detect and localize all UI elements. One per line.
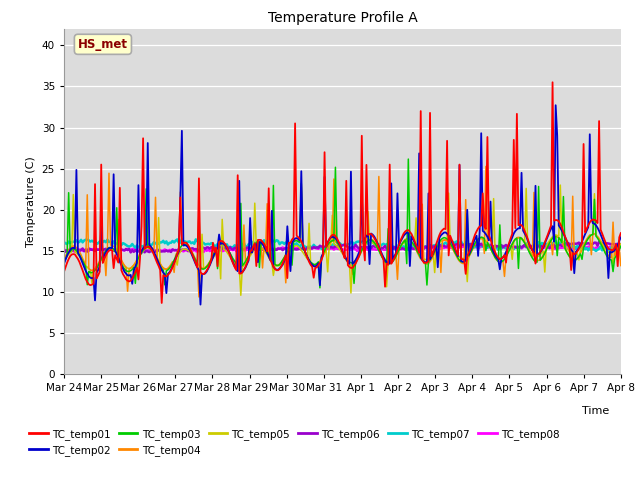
TC_temp06: [305, 244, 313, 250]
TC_temp08: [129, 246, 136, 252]
TC_temp06: [255, 247, 263, 252]
TC_temp02: [617, 234, 625, 240]
TC_temp01: [255, 237, 263, 243]
TC_temp03: [617, 243, 625, 249]
TC_temp02: [60, 261, 68, 266]
TC_temp05: [556, 182, 564, 188]
TC_temp04: [195, 294, 203, 300]
TC_temp02: [129, 281, 136, 287]
Line: TC_temp08: TC_temp08: [64, 246, 621, 252]
TC_temp01: [246, 248, 254, 254]
TC_temp08: [617, 244, 625, 250]
TC_temp05: [255, 244, 263, 250]
TC_temp04: [305, 258, 313, 264]
TC_temp07: [588, 247, 595, 253]
TC_temp03: [60, 259, 68, 265]
TC_temp01: [589, 217, 596, 223]
TC_temp02: [196, 302, 204, 308]
Line: TC_temp06: TC_temp06: [64, 242, 621, 253]
TC_temp08: [200, 249, 207, 255]
TC_temp07: [129, 241, 136, 247]
TC_temp05: [305, 220, 313, 226]
TC_temp05: [246, 253, 254, 259]
TC_temp04: [228, 254, 236, 260]
TC_temp04: [129, 264, 136, 270]
TC_temp08: [246, 246, 254, 252]
TC_temp04: [246, 250, 254, 256]
TC_temp04: [589, 231, 596, 237]
TC_temp06: [617, 241, 625, 247]
TC_temp08: [589, 245, 596, 251]
TC_temp08: [228, 247, 236, 253]
TC_temp07: [606, 249, 614, 254]
TC_temp05: [237, 292, 244, 298]
TC_temp06: [129, 247, 136, 253]
Text: HS_met: HS_met: [78, 38, 128, 51]
Text: Time: Time: [582, 406, 610, 416]
TC_temp05: [617, 241, 625, 247]
TC_temp07: [60, 239, 68, 245]
TC_temp07: [228, 244, 236, 250]
TC_temp07: [255, 240, 263, 245]
TC_temp03: [589, 232, 596, 238]
TC_temp01: [548, 79, 556, 85]
TC_temp04: [60, 256, 68, 262]
Line: TC_temp03: TC_temp03: [64, 159, 621, 288]
TC_temp08: [305, 245, 313, 251]
TC_temp05: [129, 264, 136, 269]
TC_temp05: [589, 231, 596, 237]
TC_temp02: [552, 102, 559, 108]
Title: Temperature Profile A: Temperature Profile A: [268, 11, 417, 25]
TC_temp01: [158, 300, 166, 306]
Line: TC_temp02: TC_temp02: [64, 105, 621, 305]
TC_temp04: [617, 263, 625, 268]
TC_temp07: [178, 236, 186, 242]
Y-axis label: Temperature (C): Temperature (C): [26, 156, 36, 247]
TC_temp01: [60, 269, 68, 275]
TC_temp03: [316, 285, 324, 291]
TC_temp03: [303, 254, 311, 260]
TC_temp01: [129, 276, 136, 281]
TC_temp04: [255, 239, 263, 245]
TC_temp02: [228, 256, 236, 262]
TC_temp03: [404, 156, 412, 162]
TC_temp08: [255, 246, 263, 252]
Line: TC_temp05: TC_temp05: [64, 185, 621, 295]
TC_temp06: [228, 246, 236, 252]
TC_temp07: [305, 243, 313, 249]
TC_temp03: [254, 239, 262, 244]
TC_temp08: [60, 249, 68, 254]
TC_temp02: [246, 215, 254, 221]
TC_temp06: [60, 246, 68, 252]
TC_temp04: [482, 164, 490, 169]
TC_temp06: [588, 242, 595, 248]
TC_temp01: [617, 230, 625, 236]
TC_temp01: [305, 259, 313, 264]
TC_temp03: [129, 267, 136, 273]
TC_temp08: [457, 243, 465, 249]
TC_temp07: [617, 243, 625, 249]
TC_temp02: [305, 258, 313, 264]
Line: TC_temp01: TC_temp01: [64, 82, 621, 303]
TC_temp02: [589, 220, 596, 226]
TC_temp06: [246, 246, 254, 252]
Line: TC_temp04: TC_temp04: [64, 167, 621, 297]
TC_temp02: [255, 239, 263, 245]
Legend: TC_temp01, TC_temp02, TC_temp03, TC_temp04, TC_temp05, TC_temp06, TC_temp07, TC_: TC_temp01, TC_temp02, TC_temp03, TC_temp…: [25, 424, 564, 460]
TC_temp06: [138, 250, 145, 256]
TC_temp07: [246, 241, 254, 247]
Line: TC_temp07: TC_temp07: [64, 239, 621, 252]
TC_temp03: [226, 250, 234, 256]
TC_temp06: [595, 239, 603, 245]
TC_temp05: [60, 258, 68, 264]
TC_temp01: [228, 256, 236, 262]
TC_temp05: [226, 254, 234, 260]
TC_temp03: [244, 253, 252, 259]
